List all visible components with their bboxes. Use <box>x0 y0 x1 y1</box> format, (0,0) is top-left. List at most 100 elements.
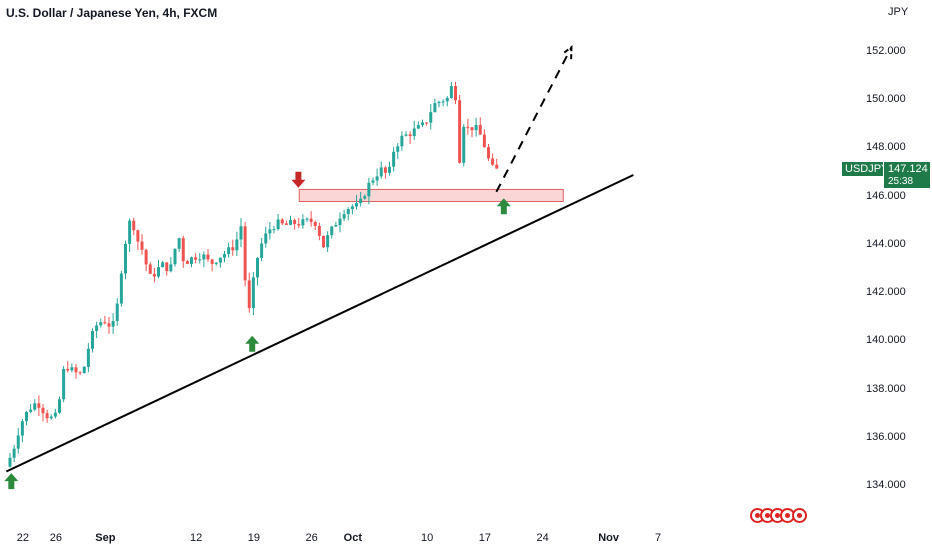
candle-body <box>317 225 321 236</box>
candle-body <box>350 206 354 210</box>
candle-body <box>334 225 338 227</box>
last-price-label: 147.124 <box>884 162 930 176</box>
candle-body <box>260 243 264 258</box>
candle-body <box>429 112 433 123</box>
candle-body <box>152 273 156 277</box>
candle-body <box>25 411 28 422</box>
candle-body <box>53 412 57 417</box>
candle-body <box>251 277 255 309</box>
support-trendline <box>5 174 634 473</box>
candle-body <box>338 218 342 226</box>
candle-body <box>478 124 482 135</box>
candle-body <box>177 238 181 249</box>
candle-body <box>293 220 297 225</box>
candle-body <box>305 218 309 220</box>
candle-body <box>491 158 495 165</box>
x-tick-label: 19 <box>247 532 260 544</box>
arrow-down-icon <box>291 171 306 188</box>
candle-body <box>375 176 379 181</box>
candle-body <box>132 220 136 231</box>
candle-body <box>445 97 449 102</box>
candle-body <box>144 249 148 265</box>
candle-body <box>268 229 272 234</box>
arrow-up-icon <box>4 473 19 490</box>
candle-body <box>82 366 86 374</box>
candle-body <box>495 164 499 169</box>
candle-body <box>408 134 412 137</box>
candle-body <box>466 126 470 128</box>
resistance-zone <box>298 188 564 202</box>
candle-body <box>433 103 437 113</box>
candle-body <box>412 128 416 137</box>
candle-body <box>103 322 107 324</box>
candle-body <box>124 243 127 274</box>
candle-body <box>441 101 445 103</box>
candle-body <box>280 219 284 224</box>
event-flag-icon[interactable] <box>780 508 795 523</box>
candle-body <box>157 267 160 277</box>
y-tick-label: 134.000 <box>866 479 906 491</box>
candle-body <box>235 239 239 251</box>
x-tick-label: Oct <box>343 532 363 544</box>
candle-body <box>400 135 404 147</box>
candle-body <box>383 167 387 173</box>
candle-body <box>165 262 169 272</box>
x-tick-label: 26 <box>49 532 62 544</box>
candle-body <box>297 224 301 226</box>
x-tick-label: Nov <box>598 532 619 544</box>
x-tick-label: 10 <box>420 532 434 544</box>
candle-body <box>396 146 400 152</box>
candle-body <box>404 134 408 136</box>
candle-body <box>284 223 288 225</box>
candle-body <box>86 348 90 367</box>
x-tick-label: 24 <box>536 532 549 544</box>
candle-body <box>169 264 173 272</box>
candle-body <box>243 226 247 281</box>
candle-body <box>474 124 478 131</box>
x-tick-label: Sep <box>95 532 116 544</box>
candle-body <box>194 257 198 260</box>
candle-body <box>62 368 66 400</box>
candle-body <box>363 196 367 199</box>
projection-arrowhead <box>561 45 573 60</box>
candle-body <box>70 367 74 371</box>
candle-body <box>45 413 49 419</box>
candle-body <box>239 226 243 240</box>
x-tick-label: 12 <box>189 532 203 544</box>
candle-body <box>313 221 317 226</box>
candle-body <box>111 320 115 327</box>
arrow-up-icon <box>245 335 260 352</box>
candle-body <box>301 219 305 226</box>
candle-body <box>449 86 453 98</box>
candle-body <box>218 257 222 263</box>
candle-body <box>482 134 486 148</box>
event-flag-icon[interactable] <box>792 508 807 523</box>
arrow-up-icon <box>496 198 511 215</box>
candle-body <box>421 122 424 126</box>
candle-body <box>256 257 259 278</box>
candle-body <box>140 241 144 250</box>
candle-body <box>454 86 457 101</box>
candle-body <box>264 233 268 244</box>
candle-body <box>20 421 24 436</box>
candle-body <box>210 259 214 264</box>
candle-body <box>128 220 132 244</box>
candle-body <box>272 229 276 231</box>
candle-body <box>49 416 53 419</box>
x-tick-label: 26 <box>305 532 318 544</box>
candle-body <box>330 226 334 236</box>
candle-body <box>289 220 292 225</box>
candle-body <box>66 368 70 371</box>
currency-label: JPY <box>888 6 909 18</box>
candle-body <box>33 403 37 410</box>
candle-body <box>227 247 231 255</box>
candle-body <box>342 214 346 219</box>
candle-body <box>388 166 391 173</box>
candle-body <box>276 219 280 230</box>
candle-body <box>223 254 226 258</box>
candle-body <box>107 323 111 327</box>
candle-body <box>202 254 206 260</box>
candle-body <box>136 230 140 242</box>
projection-line <box>495 46 573 193</box>
